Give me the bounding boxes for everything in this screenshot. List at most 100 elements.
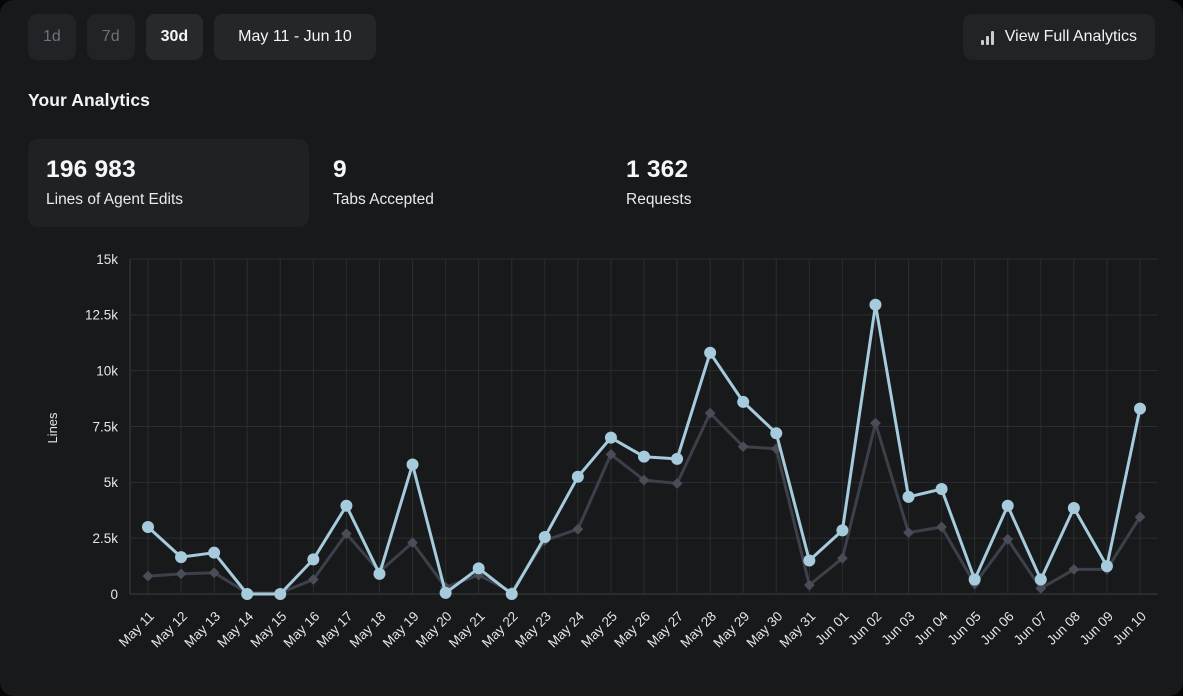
data-point-series-blue[interactable] xyxy=(274,588,287,600)
data-point-series-gray[interactable] xyxy=(803,579,815,591)
x-tick-label: May 22 xyxy=(479,609,521,651)
data-point-series-blue[interactable] xyxy=(770,427,783,440)
data-point-series-gray[interactable] xyxy=(671,478,683,489)
data-point-series-gray[interactable] xyxy=(208,567,220,579)
data-point-series-blue[interactable] xyxy=(142,521,154,533)
data-point-series-blue[interactable] xyxy=(571,470,584,483)
stat-tabs-accepted[interactable]: 9 Tabs Accepted xyxy=(315,139,602,227)
data-point-series-blue[interactable] xyxy=(439,586,452,599)
stat-lines-of-agent-edits[interactable]: 196 983 Lines of Agent Edits xyxy=(28,139,309,227)
data-point-series-blue[interactable] xyxy=(1034,573,1047,586)
x-tick-label: May 31 xyxy=(777,609,819,651)
data-point-series-gray[interactable] xyxy=(407,537,418,549)
stat-value: 9 xyxy=(333,156,347,183)
toolbar: 1d 7d 30d May 11 - Jun 10 View Full Anal… xyxy=(0,0,1183,60)
bar-chart-icon xyxy=(981,30,994,45)
page-title: Your Analytics xyxy=(28,90,150,110)
data-point-series-gray[interactable] xyxy=(704,407,716,419)
view-full-analytics-button[interactable]: View Full Analytics xyxy=(963,14,1155,60)
x-tick-label: May 21 xyxy=(446,609,488,651)
data-point-series-blue[interactable] xyxy=(538,531,551,544)
stat-value: 196 983 xyxy=(46,156,136,183)
data-point-series-blue[interactable] xyxy=(406,458,419,471)
data-point-series-blue[interactable] xyxy=(836,524,849,537)
range-button-30d[interactable]: 30d xyxy=(145,14,204,60)
x-tick-label: May 26 xyxy=(611,609,653,651)
data-point-series-blue[interactable] xyxy=(208,546,221,559)
data-point-series-blue[interactable] xyxy=(638,450,650,463)
data-point-series-blue[interactable] xyxy=(373,567,386,580)
x-tick-label: May 25 xyxy=(578,609,620,651)
x-tick-label: Jun 09 xyxy=(1077,609,1116,648)
x-tick-label: May 20 xyxy=(413,609,455,651)
lines-chart[interactable]: 0 2.5k 5k 7.5k 10k 12.5k 15k Lines May 11 May 12 M… xyxy=(0,246,1183,692)
data-point-series-gray[interactable] xyxy=(572,523,584,535)
stat-requests[interactable]: 1 362 Requests xyxy=(608,139,895,227)
view-full-analytics-label: View Full Analytics xyxy=(1004,28,1137,45)
range-button-1d[interactable]: 1d xyxy=(28,14,76,60)
data-point-series-blue[interactable] xyxy=(307,553,320,566)
data-point-series-blue[interactable] xyxy=(340,499,353,512)
data-point-series-blue[interactable] xyxy=(241,588,254,600)
data-point-series-gray[interactable] xyxy=(142,570,154,582)
x-tick-label: Jun 01 xyxy=(812,609,851,648)
stat-label: Lines of Agent Edits xyxy=(46,191,184,208)
data-point-series-gray[interactable] xyxy=(307,574,319,585)
data-point-series-blue[interactable] xyxy=(1001,499,1014,512)
y-tick-label: 15k xyxy=(96,252,118,267)
range-button-7d[interactable]: 7d xyxy=(86,14,135,60)
x-tick-label: Jun 03 xyxy=(878,609,917,648)
x-tick-label: May 28 xyxy=(677,609,719,651)
x-tick-label: Jun 02 xyxy=(845,609,884,648)
data-point-series-gray[interactable] xyxy=(175,568,187,580)
x-tick-label: Jun 05 xyxy=(945,609,984,648)
x-tick-label: May 15 xyxy=(247,609,289,651)
data-point-series-gray[interactable] xyxy=(638,474,650,486)
data-point-series-blue[interactable] xyxy=(869,298,882,311)
data-point-series-blue[interactable] xyxy=(604,431,617,444)
data-point-series-blue[interactable] xyxy=(1134,402,1146,415)
data-point-series-gray[interactable] xyxy=(837,552,848,564)
data-point-series-blue[interactable] xyxy=(1067,502,1080,515)
y-axis-title: Lines xyxy=(45,412,60,444)
data-point-series-gray[interactable] xyxy=(341,528,352,540)
data-point-series-blue[interactable] xyxy=(902,490,915,503)
data-point-series-blue[interactable] xyxy=(968,573,981,586)
x-tick-label: Jun 10 xyxy=(1110,609,1149,648)
x-tick-label: May 13 xyxy=(181,609,223,651)
x-tick-label: May 23 xyxy=(512,609,554,651)
y-tick-label: 0 xyxy=(110,587,118,602)
data-point-series-blue[interactable] xyxy=(505,588,518,600)
data-point-series-blue[interactable] xyxy=(803,554,816,567)
x-tick-label: May 30 xyxy=(743,609,785,651)
x-tick-label: May 18 xyxy=(347,609,389,651)
data-point-series-gray[interactable] xyxy=(903,527,914,538)
y-tick-label: 12.5k xyxy=(85,308,118,323)
stats-row: 196 983 Lines of Agent Edits 9 Tabs Acce… xyxy=(28,139,1183,227)
x-tick-label: May 24 xyxy=(545,608,587,650)
x-tick-label: Jun 07 xyxy=(1011,609,1050,648)
data-point-series-blue[interactable] xyxy=(671,452,684,465)
data-point-series-blue[interactable] xyxy=(704,346,717,359)
date-range-button[interactable]: May 11 - Jun 10 xyxy=(214,14,376,60)
data-point-series-blue[interactable] xyxy=(1100,560,1113,573)
x-tick-label: May 12 xyxy=(148,609,190,651)
data-point-series-gray[interactable] xyxy=(870,417,881,429)
y-tick-label: 2.5k xyxy=(92,531,118,546)
data-point-series-blue[interactable] xyxy=(935,483,948,496)
y-tick-label: 5k xyxy=(104,475,119,490)
y-tick-label: 10k xyxy=(96,363,118,378)
data-point-series-blue[interactable] xyxy=(737,395,750,408)
stat-value: 1 362 xyxy=(626,156,689,183)
stat-label: Requests xyxy=(626,191,692,208)
x-tick-label: May 27 xyxy=(644,609,686,651)
data-point-series-gray[interactable] xyxy=(737,441,749,452)
x-tick-label: May 17 xyxy=(314,609,356,651)
x-tick-label: May 29 xyxy=(710,609,752,651)
data-point-series-blue[interactable] xyxy=(175,551,188,564)
data-point-series-blue[interactable] xyxy=(472,562,485,575)
x-tick-label: Jun 06 xyxy=(978,609,1017,648)
x-tick-label: Jun 04 xyxy=(911,608,951,648)
